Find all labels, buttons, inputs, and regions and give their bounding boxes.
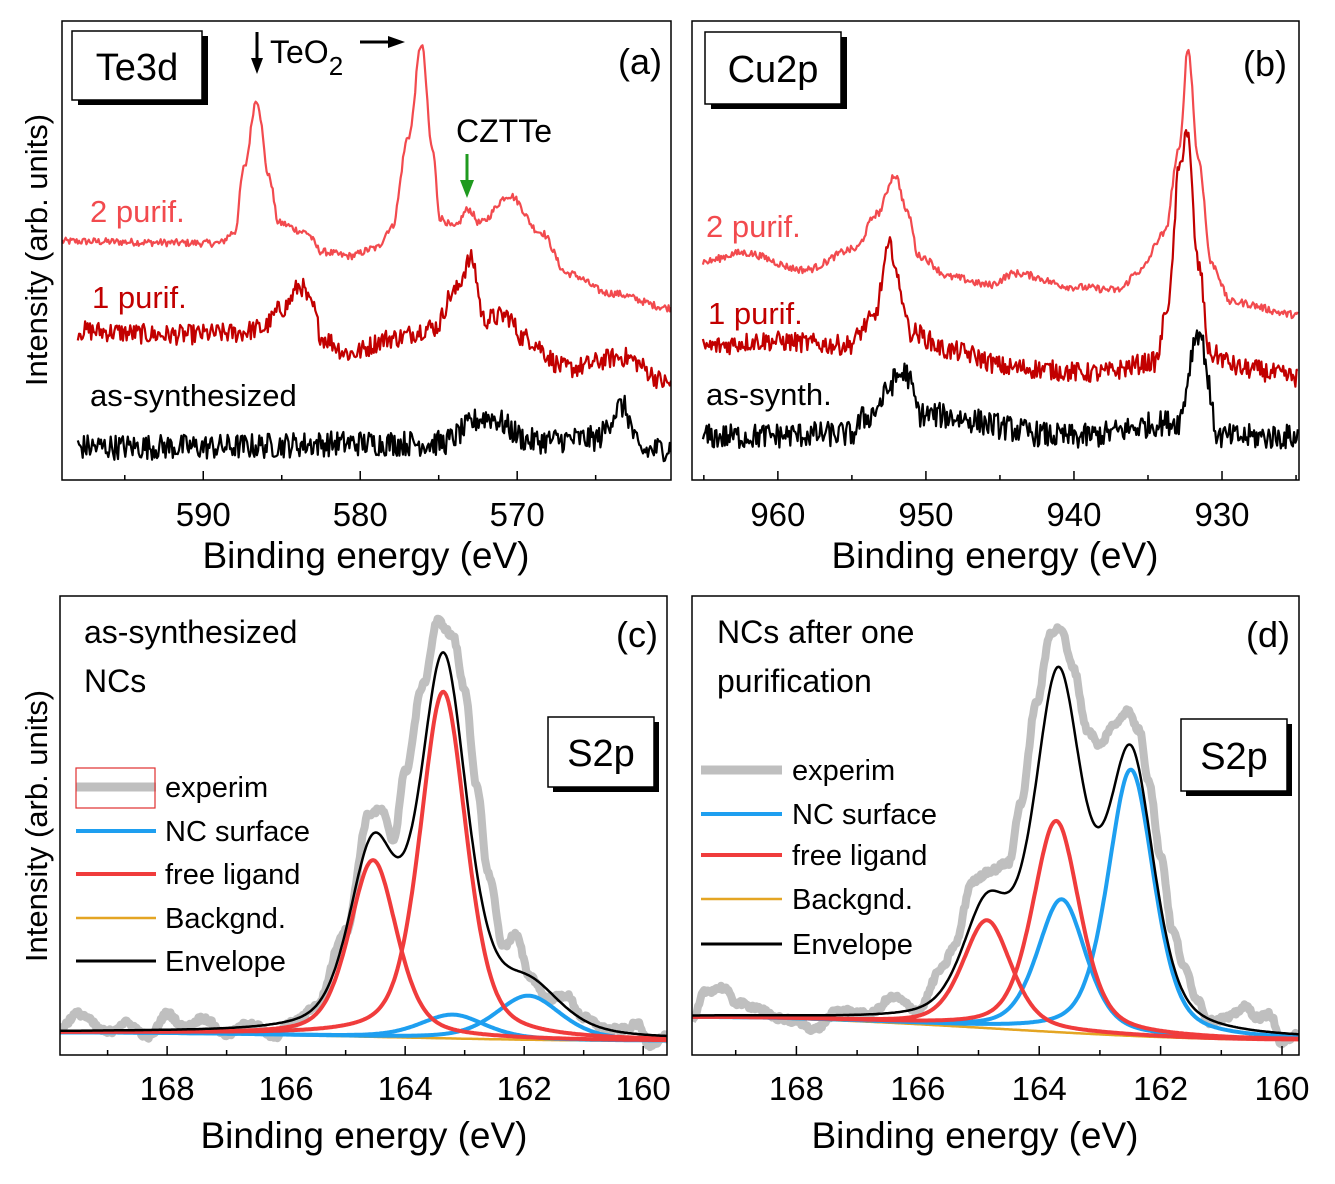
element-label-d: S2p (1200, 736, 1268, 778)
panel-letter-b: (b) (1243, 43, 1287, 84)
panel-letter-d: (d) (1246, 614, 1290, 655)
y-axis-label-bottom: Intensity (arb. units) (19, 690, 54, 962)
axes-frame-d (691, 595, 1300, 1056)
legend-label-experim: experim (792, 755, 895, 787)
legend-label-backgnd: Backgnd. (792, 884, 913, 916)
series-line-b-2 (701, 329, 1299, 450)
panel-d: 168 166 164 162 160 (691, 595, 1310, 1107)
legend-label-nc-surface: NC surface (165, 816, 310, 848)
axes-frame-b (691, 20, 1300, 481)
series-line-a-2 (76, 394, 671, 463)
tick-label-c: 162 (497, 1070, 552, 1107)
x-axis-label-b: Binding energy (eV) (831, 535, 1158, 576)
series-label-a-2purif: 2 purif. (90, 194, 185, 229)
element-label-c: S2p (567, 733, 635, 775)
element-label-box-c: S2p (547, 716, 659, 792)
element-label-box-d: S2p (1180, 718, 1292, 796)
tick-label-a: 570 (490, 496, 545, 533)
panel-c: 168 166 164 162 160 (59, 595, 671, 1107)
x-axis-label-c: Binding energy (eV) (200, 1115, 527, 1156)
teo2-label: TeO2 (270, 34, 343, 81)
teo2-main: TeO (270, 34, 329, 70)
legend-label-free-ligand: free ligand (792, 840, 927, 872)
envelope-line-d (692, 665, 1299, 1036)
tick-label-d: 168 (769, 1070, 824, 1107)
legend-label-envelope: Envelope (165, 946, 286, 978)
panel-a: 590 580 570 (61, 20, 672, 533)
legend-c: experim NC surface free ligand Backgnd. Enve… (75, 767, 310, 978)
legend-label-experim: experim (165, 772, 268, 804)
teo2-down-arrowhead-icon (251, 58, 263, 74)
tick-label-d: 162 (1133, 1070, 1188, 1107)
tick-label-d: 164 (1012, 1070, 1067, 1107)
tick-label-b: 930 (1194, 496, 1249, 533)
sample-label-c-line2: NCs (84, 663, 146, 699)
experim-line-d (692, 623, 1299, 1049)
sample-label-c-line1: as-synthesized (84, 614, 297, 650)
panel-letter-c: (c) (616, 614, 658, 655)
legend-highlight-box (75, 767, 156, 809)
panel-b: 960 950 940 930 (691, 20, 1300, 533)
experim-line-c (60, 614, 667, 1052)
tick-label-b: 940 (1046, 496, 1101, 533)
tick-label-b: 960 (750, 496, 805, 533)
series-label-b-1purif: 1 purif. (708, 296, 803, 331)
element-label-box-b: Cu2p (704, 31, 847, 109)
czte-annotation: CZTTe (456, 113, 552, 198)
series-label-a-assynth: as-synthesized (90, 378, 297, 413)
tick-label-c: 166 (259, 1070, 314, 1107)
sample-label-d-line1: NCs after one (717, 614, 914, 650)
series-label-b-2purif: 2 purif. (706, 209, 801, 244)
x-axis-label-d: Binding energy (eV) (811, 1115, 1138, 1156)
tick-label-c: 168 (140, 1070, 195, 1107)
tick-label-c: 160 (616, 1070, 671, 1107)
panel-letter-a: (a) (618, 41, 662, 82)
legend-label-backgnd: Backgnd. (165, 903, 286, 935)
tick-label-d: 160 (1254, 1070, 1309, 1107)
axes-frame-a (61, 20, 672, 481)
tick-label-c: 164 (378, 1070, 433, 1107)
nc-surface-peak-d-1 (692, 767, 1299, 1039)
y-axis-label-top: Intensity (arb. units) (19, 114, 54, 386)
free-ligand-peak-c-1 (60, 689, 667, 1041)
free-ligand-peak-d-1 (692, 818, 1299, 1041)
legend-label-envelope: Envelope (792, 929, 913, 961)
tick-label-b: 950 (898, 496, 953, 533)
sample-label-d-line2: purification (717, 663, 872, 699)
legend-d: experim NC surface free ligand Backgnd. Enve… (701, 755, 937, 961)
series-line-a-0 (62, 44, 671, 313)
series-label-a-1purif: 1 purif. (92, 280, 187, 315)
element-label-box-a: Te3d (71, 30, 208, 105)
legend-label-nc-surface: NC surface (792, 799, 937, 831)
series-line-b-0 (701, 48, 1299, 320)
envelope-line-c (60, 651, 667, 1038)
teo2-annotation: TeO2 (251, 32, 405, 81)
series-line-a-1 (76, 249, 671, 390)
teo2-right-arrowhead-icon (388, 36, 405, 48)
axes-frame-c (59, 595, 668, 1056)
legend-label-free-ligand: free ligand (165, 859, 300, 891)
plot-area-c (60, 614, 667, 1052)
x-axis-label-a: Binding energy (eV) (202, 535, 529, 576)
tick-label-d: 166 (890, 1070, 945, 1107)
tick-label-a: 580 (333, 496, 388, 533)
plot-area-d (692, 623, 1299, 1049)
element-label-b: Cu2p (728, 49, 819, 91)
series-label-b-assynth: as-synth. (706, 377, 832, 412)
series-line-b-1 (701, 129, 1299, 388)
czte-down-arrowhead-icon (460, 180, 474, 198)
czte-label: CZTTe (456, 113, 552, 149)
tick-label-a: 590 (176, 496, 231, 533)
element-label-a: Te3d (96, 47, 178, 89)
plot-area-a (62, 44, 671, 463)
teo2-subscript: 2 (329, 51, 343, 81)
plot-area-b (701, 48, 1299, 450)
